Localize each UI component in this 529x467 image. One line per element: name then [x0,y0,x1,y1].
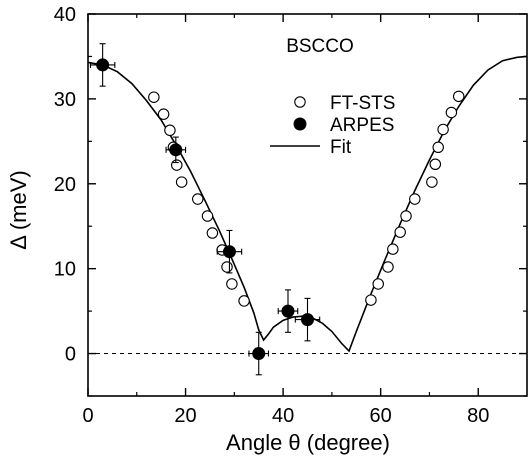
ft-sts-point [429,158,442,171]
ft-sts-layer [148,90,465,307]
y-tick-label: 30 [54,89,76,111]
ft-sts-point [157,108,170,120]
plot-frame [87,13,528,397]
ft-sts-point [445,106,458,119]
ft-sts-point [372,278,384,290]
chart-annotation: BSCCO [286,36,354,57]
ft-sts-point [238,295,250,307]
arpes-point [252,347,266,361]
legend-marker-ft-sts [294,96,306,108]
ft-sts-point [382,261,394,273]
ft-sts-point [221,261,233,273]
arpes-point [301,313,314,327]
ft-sts-point [409,193,421,205]
ft-sts-point [394,226,406,238]
ft-sts-point [171,159,183,171]
x-tick-label: 80 [467,405,489,427]
legend-label-fit: Fit [330,137,352,158]
y-axis-label: Δ (meV) [6,170,31,249]
arpes-point [96,58,110,72]
ft-sts-point [452,90,465,103]
arpes-point [281,304,295,318]
ft-sts-point [365,294,377,306]
ft-sts-point [206,227,219,239]
arpes-point [222,245,236,259]
ft-sts-point [432,141,444,154]
y-tick-label: 20 [54,174,76,196]
ft-sts-point [387,243,399,255]
arpes-point [169,143,183,157]
legend-marker-arpes [293,117,307,131]
arpes-layer [89,43,321,376]
ticks-layer: 0 20 40 60 80 0 10 20 30 40 [54,4,527,427]
x-tick-label: 60 [370,405,392,427]
x-axis-label: Angle θ (degree) [226,430,390,455]
legend-label-ft-sts: FT-STS [330,93,395,114]
x-tick-label: 40 [272,405,294,427]
axes-layer [87,13,528,397]
ft-sts-point [201,210,214,222]
legend-label-arpes: ARPES [330,115,394,136]
ft-sts-point [148,91,160,103]
ft-sts-point [437,123,449,136]
ft-sts-point [192,193,204,205]
x-tick-label: 0 [82,405,93,427]
ft-sts-point [164,124,176,137]
y-tick-label: 40 [54,4,76,26]
y-tick-label: 10 [54,259,76,281]
x-tick-label: 20 [174,405,196,427]
y-tick-label: 0 [65,344,76,366]
ft-sts-point [175,176,188,188]
ft-sts-point [400,210,412,222]
ft-sts-point [426,176,438,188]
ft-sts-point [226,278,238,290]
